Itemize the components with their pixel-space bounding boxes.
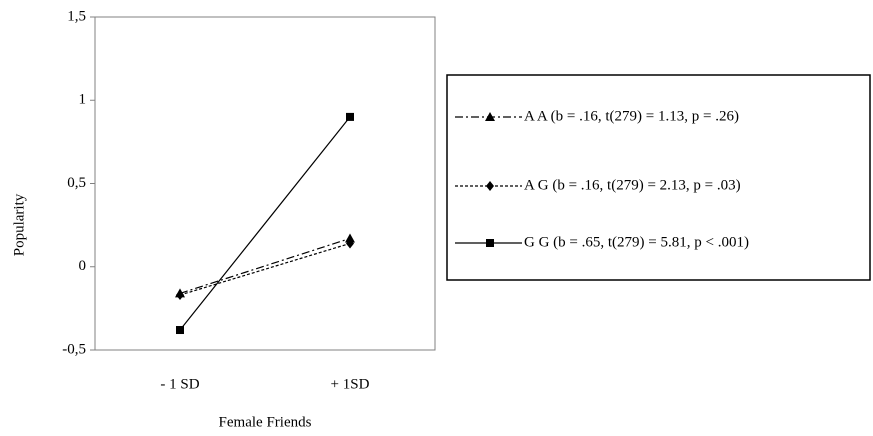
y-tick-label: -0,5 [62, 341, 86, 357]
marker [176, 290, 184, 301]
legend-marker [486, 181, 494, 191]
series-line [179, 116, 351, 331]
series-line [179, 242, 351, 296]
y-tick-label: 0,5 [67, 175, 86, 191]
marker [345, 233, 355, 243]
legend-label: A A (b = .16, t(279) = 1.13, p = .26) [524, 108, 739, 124]
y-tick-label: 0 [79, 258, 87, 274]
x-axis-label: Female Friends [219, 414, 312, 430]
y-axis-label: Popularity [11, 193, 27, 256]
legend-marker [485, 112, 495, 121]
y-tick-label: 1 [79, 92, 87, 108]
marker [346, 112, 354, 121]
legend-label: G G (b = .65, t(279) = 5.81, p < .001) [524, 234, 749, 250]
legend-box [446, 74, 871, 281]
marker [176, 326, 184, 335]
y-tick-label: 1,5 [67, 8, 86, 24]
x-tick-label: - 1 SD [160, 376, 199, 392]
plot-area [94, 16, 436, 351]
series-line [179, 237, 351, 294]
x-tick-label: + 1SD [331, 376, 370, 392]
marker [346, 238, 354, 249]
legend-label: A G (b = .16, t(279) = 2.13, p = .03) [524, 177, 741, 193]
legend-marker [486, 239, 494, 247]
